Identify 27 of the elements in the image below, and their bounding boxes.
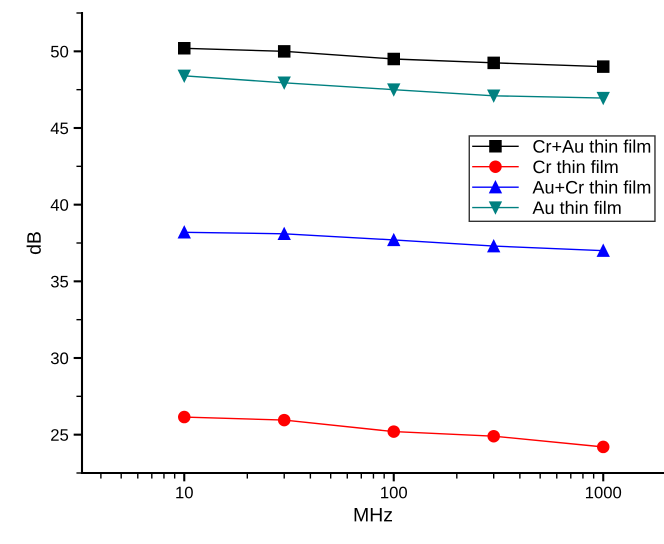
- point: [388, 52, 400, 66]
- x-tick-label: 1000: [586, 486, 622, 498]
- point: [596, 92, 610, 104]
- legend-label: Au+Cr thin film: [532, 180, 650, 194]
- legend-label: Au thin film: [532, 200, 621, 214]
- point: [388, 234, 400, 246]
- y-tick-label: 25: [51, 429, 68, 441]
- x-tick-label: 100: [381, 486, 407, 498]
- point: [596, 60, 610, 73]
- point: [596, 440, 610, 454]
- y-tick-label: 50: [50, 46, 68, 58]
- point: [178, 226, 191, 239]
- y-tick-label: 45: [50, 122, 68, 134]
- point: [388, 425, 400, 438]
- y-tick-label: 35: [50, 276, 68, 288]
- x-axis-title: MHz: [354, 508, 392, 522]
- y-tick-label: 30: [50, 352, 68, 364]
- y-axis-title: dB: [26, 232, 41, 254]
- legend-label: Cr+Au thin film: [533, 140, 650, 153]
- point: [178, 70, 191, 82]
- x-tick-label: 10: [176, 486, 193, 498]
- point: [178, 42, 191, 55]
- point: [178, 410, 191, 424]
- legend-label: Cr thin film: [533, 160, 618, 174]
- point: [388, 83, 400, 96]
- point: [596, 244, 610, 257]
- y-tick-label: 40: [50, 199, 68, 211]
